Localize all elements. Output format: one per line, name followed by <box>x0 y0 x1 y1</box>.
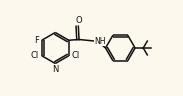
Text: Cl: Cl <box>31 51 39 60</box>
Text: F: F <box>34 36 39 45</box>
Text: Cl: Cl <box>72 51 80 60</box>
Text: O: O <box>75 16 82 25</box>
Text: NH: NH <box>94 37 106 46</box>
Text: N: N <box>52 65 59 74</box>
